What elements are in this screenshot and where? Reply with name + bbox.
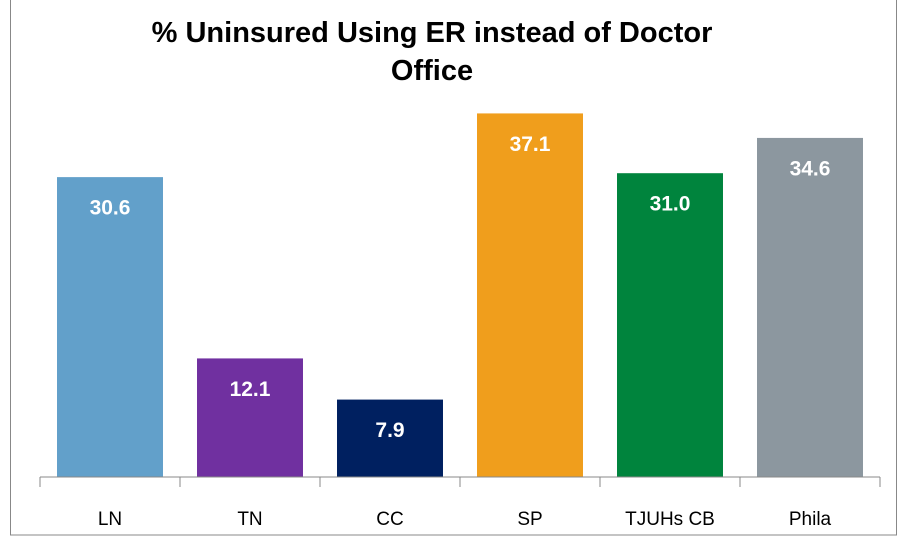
x-tick-label: TN bbox=[237, 509, 262, 530]
bar bbox=[57, 177, 163, 477]
value-label: 30.6 bbox=[90, 197, 131, 220]
value-label: 31.0 bbox=[650, 193, 691, 216]
value-label: 34.6 bbox=[790, 157, 831, 180]
bar bbox=[477, 113, 583, 478]
value-label: 37.1 bbox=[510, 133, 551, 156]
x-tick-label: SP bbox=[517, 509, 542, 530]
value-label: 7.9 bbox=[375, 419, 404, 442]
x-tick-label: Phila bbox=[789, 509, 832, 530]
bar bbox=[617, 173, 723, 477]
x-tick-label: LN bbox=[98, 509, 122, 530]
value-label: 12.1 bbox=[230, 378, 271, 401]
chart-title: % Uninsured Using ER instead of Doctor O… bbox=[151, 17, 713, 87]
x-tick-label: TJUHs CB bbox=[625, 509, 715, 530]
bar bbox=[197, 358, 303, 477]
bar bbox=[337, 399, 443, 477]
x-tick-label: CC bbox=[376, 509, 403, 530]
bar bbox=[757, 137, 863, 478]
chart-frame bbox=[10, 0, 897, 536]
